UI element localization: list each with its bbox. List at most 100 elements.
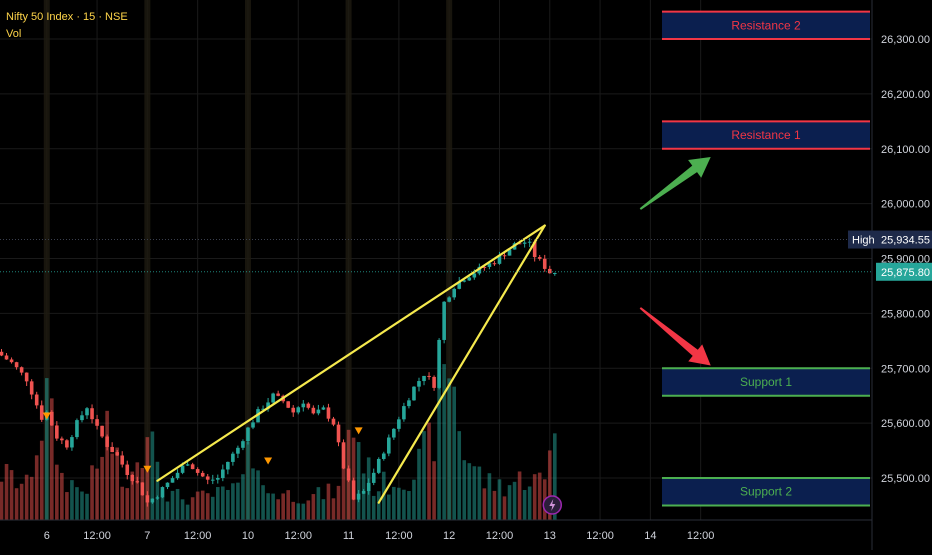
candle-body[interactable]: [477, 266, 482, 274]
candle-body[interactable]: [376, 458, 381, 473]
candle-body[interactable]: [180, 465, 185, 473]
candle-body[interactable]: [231, 453, 235, 462]
candle-body[interactable]: [532, 241, 537, 258]
candle-body[interactable]: [542, 258, 547, 269]
candle-body[interactable]: [553, 273, 557, 275]
candle-body[interactable]: [527, 241, 532, 243]
candle-body[interactable]: [366, 482, 371, 491]
candle-body[interactable]: [467, 277, 472, 281]
candle-body[interactable]: [236, 447, 240, 454]
candle-body[interactable]: [482, 266, 487, 268]
candle-body[interactable]: [19, 367, 24, 373]
candle-body[interactable]: [200, 472, 205, 477]
candle-body[interactable]: [215, 478, 220, 480]
candle-body[interactable]: [316, 409, 321, 414]
candle-body[interactable]: [341, 442, 346, 469]
candle-body[interactable]: [306, 403, 311, 408]
candle-body[interactable]: [34, 394, 39, 406]
candle-body[interactable]: [381, 453, 386, 459]
candle-body[interactable]: [125, 464, 130, 475]
candle-body[interactable]: [185, 464, 190, 466]
candle-body[interactable]: [266, 402, 270, 409]
price-zones[interactable]: Resistance 2 Resistance 1 Support 1 Support…: [662, 10, 870, 507]
candle-body[interactable]: [65, 440, 69, 448]
candle-body[interactable]: [241, 441, 245, 448]
candle-body[interactable]: [437, 339, 441, 388]
candle-body[interactable]: [371, 472, 376, 483]
candle-body[interactable]: [90, 408, 94, 420]
candle-body[interactable]: [251, 422, 255, 428]
candle-body[interactable]: [402, 406, 406, 420]
candle-body[interactable]: [150, 498, 155, 503]
candle-body[interactable]: [165, 482, 170, 488]
candle-body[interactable]: [226, 461, 230, 470]
candle-body[interactable]: [110, 446, 114, 453]
candle-body[interactable]: [537, 257, 542, 259]
candle-body[interactable]: [286, 401, 291, 408]
candle-body[interactable]: [195, 469, 200, 473]
candle-body[interactable]: [321, 407, 326, 410]
arrow-down-icon[interactable]: [639, 307, 711, 366]
candle-body[interactable]: [95, 419, 99, 426]
candle-body[interactable]: [70, 437, 74, 448]
candle-body[interactable]: [336, 424, 341, 443]
candle-body[interactable]: [4, 355, 9, 360]
candle-body[interactable]: [346, 468, 351, 481]
candle-body[interactable]: [60, 438, 64, 441]
candle-body[interactable]: [221, 469, 225, 479]
candle-body[interactable]: [29, 381, 34, 395]
candle-body[interactable]: [311, 407, 316, 414]
volume-indicator-label[interactable]: Vol: [6, 28, 22, 40]
candle-body[interactable]: [412, 386, 416, 401]
candle-body[interactable]: [85, 408, 89, 416]
symbol-title[interactable]: Nifty 50 Index · 15 · NSE: [6, 11, 128, 23]
candle-body[interactable]: [472, 273, 477, 278]
candle-body[interactable]: [356, 493, 361, 500]
trendlines[interactable]: [156, 224, 546, 504]
candle-body[interactable]: [457, 281, 462, 289]
candle-body[interactable]: [417, 381, 421, 387]
arrow-up-icon[interactable]: [639, 156, 711, 210]
candle-body[interactable]: [9, 359, 14, 363]
price-axis[interactable]: 26,300.00 26,200.00 26,100.00 26,000.00 25,9…: [871, 0, 930, 550]
candle-body[interactable]: [115, 452, 119, 456]
zone-box-resistance[interactable]: [662, 11, 870, 39]
candle-body[interactable]: [24, 372, 29, 382]
candle-body[interactable]: [502, 255, 507, 257]
wedge-trendline[interactable]: [156, 224, 546, 482]
candle-body[interactable]: [105, 436, 109, 447]
candle-body[interactable]: [387, 437, 391, 454]
candle-body[interactable]: [351, 480, 356, 500]
candle-body[interactable]: [452, 288, 456, 298]
candle-body[interactable]: [271, 393, 275, 403]
candle-body[interactable]: [210, 479, 215, 481]
candle-body[interactable]: [120, 455, 125, 465]
candle-body[interactable]: [392, 428, 396, 438]
candle-body[interactable]: [442, 301, 446, 340]
candle-body[interactable]: [0, 351, 4, 356]
candle-body[interactable]: [14, 362, 19, 368]
candle-body[interactable]: [205, 476, 210, 480]
candle-body[interactable]: [487, 263, 492, 267]
candle-body[interactable]: [130, 474, 135, 482]
candle-body[interactable]: [175, 472, 180, 479]
candle-body[interactable]: [246, 427, 250, 442]
candle-body[interactable]: [100, 425, 104, 437]
candle-body[interactable]: [361, 490, 366, 494]
candle-body[interactable]: [301, 403, 306, 408]
candle-body[interactable]: [39, 405, 44, 420]
candle-body[interactable]: [397, 419, 401, 429]
candle-body[interactable]: [517, 243, 522, 245]
zone-box-support[interactable]: [662, 478, 870, 506]
candle-body[interactable]: [407, 400, 411, 407]
candle-body[interactable]: [326, 407, 331, 419]
candle-body[interactable]: [276, 393, 280, 396]
candle-body[interactable]: [145, 495, 150, 503]
candle-body[interactable]: [497, 255, 502, 264]
candle-body[interactable]: [261, 408, 265, 410]
zone-box-support[interactable]: [662, 368, 870, 396]
zone-box-resistance[interactable]: [662, 121, 870, 149]
candle-body[interactable]: [447, 297, 451, 302]
candle-body[interactable]: [432, 376, 436, 388]
